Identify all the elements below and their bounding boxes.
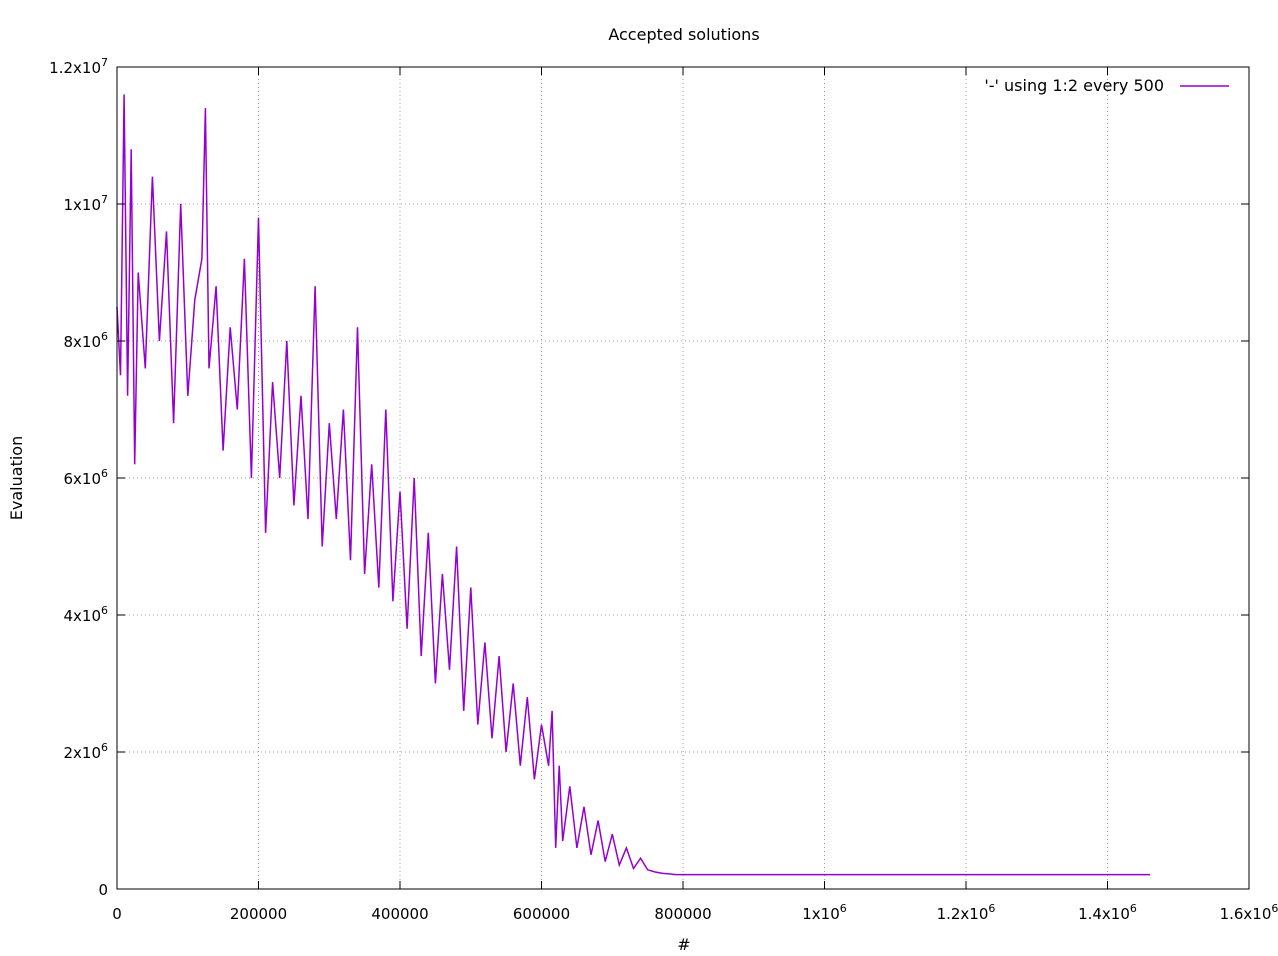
y-axis-label: Evaluation bbox=[7, 436, 26, 520]
y-tick-label: 2x106 bbox=[63, 741, 108, 762]
y-tick-label: 8x106 bbox=[63, 330, 108, 351]
y-tick-label: 1x107 bbox=[63, 193, 108, 214]
x-tick-label: 800000 bbox=[654, 905, 711, 923]
chart-title: Accepted solutions bbox=[608, 25, 759, 44]
x-tick-label: 1x106 bbox=[802, 902, 847, 923]
x-tick-label: 600000 bbox=[513, 905, 570, 923]
y-tick-label: 0 bbox=[98, 881, 108, 899]
series-line bbox=[116, 94, 1150, 876]
x-tick-label: 0 bbox=[112, 905, 122, 923]
y-tick-label: 1.2x107 bbox=[49, 56, 108, 77]
x-tick-label: 400000 bbox=[371, 905, 428, 923]
x-axis-label: # bbox=[677, 935, 690, 954]
legend: '-' using 1:2 every 500 bbox=[984, 76, 1229, 95]
legend-label: '-' using 1:2 every 500 bbox=[984, 76, 1164, 95]
x-tick-label: 200000 bbox=[230, 905, 287, 923]
x-tick-label: 1.6x106 bbox=[1220, 902, 1278, 923]
y-tick-label: 6x106 bbox=[63, 467, 108, 488]
ticks: 0 200000 400000 600000 800000 1x106 1.2x106 1.4… bbox=[49, 56, 1278, 923]
plot-frame bbox=[116, 66, 1250, 890]
x-tick-label: 1.2x106 bbox=[937, 902, 996, 923]
x-tick-label: 1.4x106 bbox=[1078, 902, 1137, 923]
grid bbox=[117, 67, 1249, 889]
y-tick-label: 4x106 bbox=[63, 604, 108, 625]
